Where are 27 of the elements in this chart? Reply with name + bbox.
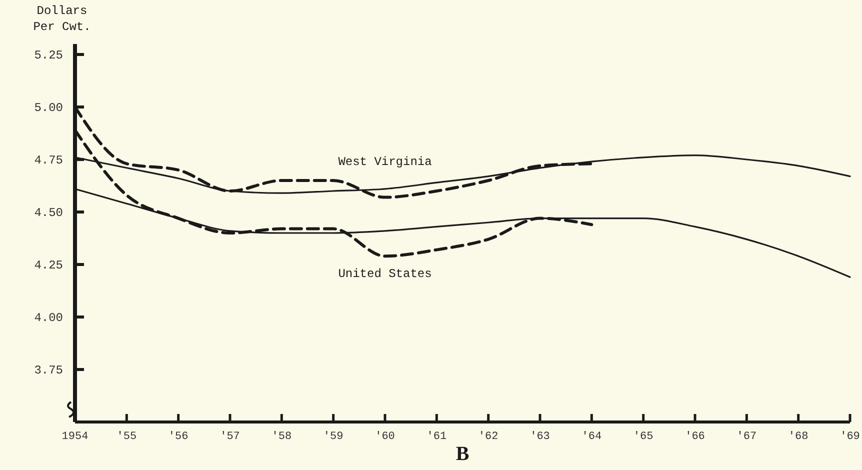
x-tick-label: '62 [478,431,498,443]
x-tick-label: '66 [685,431,705,443]
y-tick-label: 4.50 [34,206,63,220]
x-tick-label: '59 [323,431,344,443]
y-tick-label: 3.75 [34,364,63,378]
series-label: West Virginia [338,154,432,169]
text: United States [338,266,432,281]
y-tick-label: 4.25 [34,258,63,273]
x-tick-label: '64 [582,431,602,443]
x-tick-label: '61 [426,431,447,443]
y-tick-label: 5.00 [34,101,63,116]
x-tick-label: '55 [116,431,137,443]
y-axis-title: Dollars Per Cwt. [33,4,91,34]
x-tick-label: '56 [168,431,188,443]
x-tick-label: '65 [633,431,654,443]
text: B [456,443,470,465]
x-tick-label: '63 [530,431,550,443]
x-tick-label: '68 [788,431,808,443]
y-tick-label: 4.00 [34,311,63,326]
x-tick-label: '57 [220,431,240,443]
y-tick-label: 4.75 [34,154,63,168]
y-tick-label: 5.25 [34,48,63,63]
x-tick-label: '60 [375,431,395,443]
x-tick-label: '58 [272,431,292,443]
x-tick-label: '69 [840,431,860,443]
x-tick-label: 1954 [62,431,89,443]
x-tick-label: '67 [736,431,757,443]
